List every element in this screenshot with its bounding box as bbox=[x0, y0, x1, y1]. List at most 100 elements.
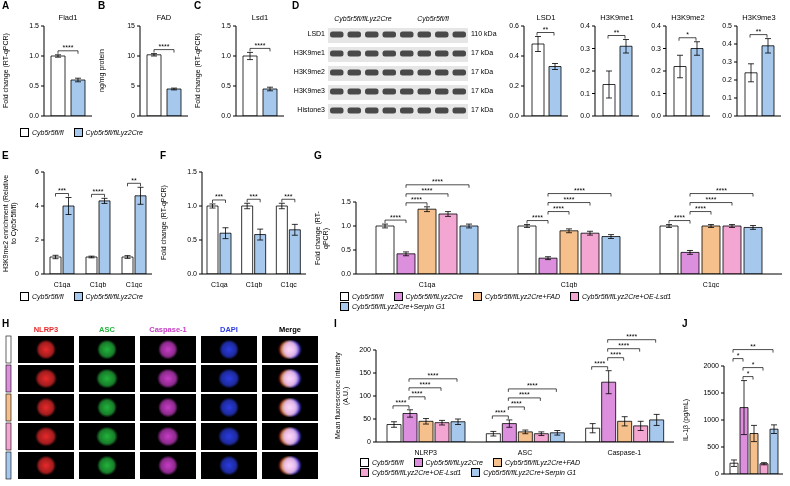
svg-text:****: **** bbox=[594, 360, 605, 367]
svg-text:DAPI: DAPI bbox=[220, 325, 238, 334]
svg-text:0.4: 0.4 bbox=[509, 52, 519, 59]
svg-text:****: **** bbox=[495, 409, 506, 416]
svg-text:0.0: 0.0 bbox=[341, 270, 351, 277]
svg-text:****: **** bbox=[695, 205, 706, 212]
svg-text:H3K9me2: H3K9me2 bbox=[671, 13, 704, 22]
svg-text:0.2: 0.2 bbox=[651, 67, 661, 74]
svg-text:****: **** bbox=[93, 188, 104, 195]
svg-text:50: 50 bbox=[363, 415, 371, 422]
svg-text:*: * bbox=[686, 31, 689, 38]
svg-text:****: **** bbox=[532, 214, 543, 221]
svg-text:0.4: 0.4 bbox=[651, 22, 661, 29]
svg-text:0.5: 0.5 bbox=[722, 22, 732, 29]
svg-text:LSD1: LSD1 bbox=[537, 13, 556, 22]
svg-text:****: **** bbox=[626, 333, 637, 340]
svg-text:Caspase-1: Caspase-1 bbox=[149, 325, 187, 334]
svg-text:C1qa: C1qa bbox=[54, 281, 71, 288]
svg-text:ASC: ASC bbox=[518, 449, 532, 456]
svg-text:C1qb: C1qb bbox=[561, 281, 578, 288]
svg-text:****: **** bbox=[390, 214, 401, 221]
svg-text:0.2: 0.2 bbox=[722, 76, 732, 83]
svg-text:0.4: 0.4 bbox=[580, 22, 590, 29]
svg-text:Cyb5r5fl/flLyz2Cre: Cyb5r5fl/flLyz2Cre bbox=[334, 15, 392, 23]
svg-text:0.1: 0.1 bbox=[722, 94, 732, 101]
svg-text:Merge: Merge bbox=[279, 325, 301, 334]
svg-text:NLRP3: NLRP3 bbox=[414, 449, 437, 456]
svg-text:Lsd1: Lsd1 bbox=[252, 13, 268, 22]
svg-text:***: *** bbox=[250, 193, 258, 200]
svg-text:1.0: 1.0 bbox=[29, 52, 39, 59]
svg-text:0.3: 0.3 bbox=[722, 58, 732, 65]
svg-text:1.5: 1.5 bbox=[221, 22, 231, 29]
svg-text:****: **** bbox=[706, 196, 717, 203]
svg-text:****: **** bbox=[396, 399, 407, 406]
svg-text:****: **** bbox=[553, 205, 564, 212]
svg-text:****: **** bbox=[432, 178, 443, 185]
svg-text:0.2: 0.2 bbox=[509, 82, 519, 89]
svg-text:0.1: 0.1 bbox=[580, 90, 590, 97]
svg-text:C1qc: C1qc bbox=[703, 281, 720, 288]
svg-text:1.0: 1.0 bbox=[341, 222, 351, 229]
svg-text:6: 6 bbox=[35, 168, 39, 175]
svg-text:15: 15 bbox=[127, 22, 135, 29]
svg-text:****: **** bbox=[716, 187, 727, 194]
svg-text:ASC: ASC bbox=[99, 325, 115, 334]
svg-text:****: **** bbox=[674, 214, 685, 221]
svg-text:****: **** bbox=[564, 196, 575, 203]
svg-text:2: 2 bbox=[35, 236, 39, 243]
svg-text:0.0: 0.0 bbox=[722, 112, 732, 119]
svg-text:****: **** bbox=[420, 381, 431, 388]
svg-text:**: ** bbox=[750, 343, 756, 350]
svg-text:****: **** bbox=[428, 372, 439, 379]
svg-text:5: 5 bbox=[131, 82, 135, 89]
svg-text:C1qc: C1qc bbox=[126, 281, 143, 288]
svg-text:10: 10 bbox=[127, 52, 135, 59]
svg-text:0.0: 0.0 bbox=[221, 112, 231, 119]
svg-text:17 kDa: 17 kDa bbox=[471, 68, 493, 75]
svg-text:LSD1: LSD1 bbox=[307, 30, 325, 37]
svg-text:0.0: 0.0 bbox=[580, 112, 590, 119]
svg-text:0.5: 0.5 bbox=[29, 82, 39, 89]
svg-text:0.6: 0.6 bbox=[509, 22, 519, 29]
svg-text:C1qb: C1qb bbox=[246, 281, 263, 288]
svg-text:**: ** bbox=[756, 28, 762, 35]
svg-text:C1qa: C1qa bbox=[211, 281, 228, 288]
svg-text:1.5: 1.5 bbox=[341, 198, 351, 205]
svg-text:0.0: 0.0 bbox=[651, 112, 661, 119]
svg-text:0.0: 0.0 bbox=[29, 112, 39, 119]
svg-text:***: *** bbox=[215, 193, 223, 200]
svg-text:200: 200 bbox=[359, 346, 371, 353]
svg-text:0.4: 0.4 bbox=[722, 40, 732, 47]
svg-text:****: **** bbox=[511, 400, 522, 407]
svg-text:NLRP3: NLRP3 bbox=[34, 325, 59, 334]
svg-text:Flad1: Flad1 bbox=[59, 13, 78, 22]
svg-text:*: * bbox=[737, 352, 740, 359]
svg-text:0.5: 0.5 bbox=[221, 82, 231, 89]
svg-text:*: * bbox=[752, 361, 755, 368]
svg-text:0.1: 0.1 bbox=[651, 90, 661, 97]
svg-text:**: ** bbox=[543, 26, 549, 33]
svg-text:*: * bbox=[747, 370, 750, 377]
svg-text:17 kDa: 17 kDa bbox=[471, 49, 493, 56]
svg-text:**: ** bbox=[614, 29, 620, 36]
svg-text:0.2: 0.2 bbox=[580, 67, 590, 74]
svg-text:0.3: 0.3 bbox=[651, 45, 661, 52]
svg-text:0: 0 bbox=[35, 270, 39, 277]
svg-text:****: **** bbox=[610, 351, 621, 358]
svg-text:H3K9me3: H3K9me3 bbox=[742, 13, 775, 22]
svg-text:4: 4 bbox=[35, 202, 39, 209]
svg-text:0.0: 0.0 bbox=[187, 270, 197, 277]
svg-text:****: **** bbox=[422, 187, 433, 194]
svg-text:1.0: 1.0 bbox=[187, 202, 197, 209]
svg-text:Caspase-1: Caspase-1 bbox=[607, 449, 641, 456]
svg-text:H3K9me3: H3K9me3 bbox=[294, 87, 325, 94]
svg-text:***: *** bbox=[284, 193, 292, 200]
svg-text:H3K9me1: H3K9me1 bbox=[600, 13, 633, 22]
svg-text:0.3: 0.3 bbox=[580, 45, 590, 52]
svg-text:****: **** bbox=[618, 342, 629, 349]
svg-text:2000: 2000 bbox=[703, 362, 719, 369]
svg-text:0: 0 bbox=[715, 470, 719, 477]
svg-text:H3K9me2: H3K9me2 bbox=[294, 68, 325, 75]
svg-text:Histone3: Histone3 bbox=[297, 106, 325, 113]
svg-text:****: **** bbox=[411, 196, 422, 203]
